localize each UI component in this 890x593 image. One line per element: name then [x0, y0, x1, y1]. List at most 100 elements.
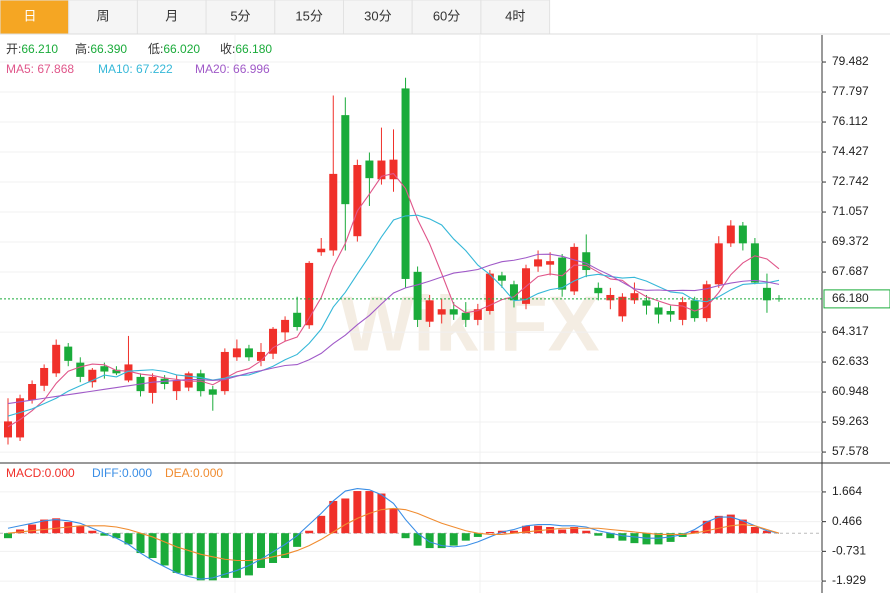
macd-line [7, 507, 780, 562]
tab-label[interactable]: 60分 [433, 8, 460, 23]
candle-body [76, 362, 85, 377]
y-tick-label: 60.948 [832, 384, 869, 398]
macd-bar [666, 533, 675, 542]
y-tick-label: 1.664 [832, 484, 862, 498]
candle-body [762, 287, 771, 301]
candle-body [485, 273, 494, 312]
tab-label[interactable]: 月 [165, 8, 178, 23]
candle-body [654, 307, 663, 315]
macd-bar [244, 533, 253, 576]
candle-body [377, 160, 386, 180]
tab-label[interactable]: 4时 [505, 8, 525, 23]
macd-bar [317, 515, 326, 534]
y-tick-label: 64.317 [832, 324, 869, 338]
macd-bar [365, 491, 374, 534]
macd-bar [88, 530, 97, 534]
tab-label[interactable]: 15分 [295, 8, 322, 23]
legend-entry: DIFF:0.000 [92, 466, 152, 480]
tab[interactable] [480, 0, 551, 35]
candle-body [534, 259, 543, 267]
candle-body [449, 309, 458, 315]
macd-bar [220, 533, 229, 578]
candle-body [40, 367, 49, 386]
macd-bar [196, 533, 205, 581]
y-tick-label: 74.427 [832, 144, 869, 158]
ohlc-value: 66.180 [235, 42, 272, 56]
macd-bar [522, 525, 531, 534]
tab-label[interactable]: 日 [23, 8, 36, 23]
tab-label[interactable]: 5分 [230, 8, 250, 23]
candle-body [305, 262, 314, 326]
macd-bar [389, 508, 398, 534]
y-tick-label: 77.797 [832, 84, 869, 98]
macd-line [7, 488, 780, 580]
macd-bar [305, 530, 314, 534]
tab[interactable] [136, 0, 207, 35]
candle-body [52, 344, 61, 374]
macd-bar [509, 530, 518, 534]
macd-bar [281, 533, 290, 559]
macd-bar [606, 533, 615, 539]
candle-body [413, 271, 422, 320]
candle-body [256, 351, 265, 361]
y-tick-label: -0.731 [832, 544, 866, 558]
macd-bar [582, 530, 591, 534]
candle-body [582, 252, 591, 271]
legend-entry: MA20: 66.996 [195, 62, 270, 76]
candle-body [269, 328, 278, 354]
macd-bar [558, 529, 567, 534]
y-tick-label: 59.263 [832, 414, 869, 428]
macd-bar [16, 529, 25, 534]
y-tick-label: 76.112 [832, 114, 868, 128]
ma-line [7, 253, 780, 405]
ma-line [7, 214, 780, 417]
macd-bar [293, 533, 302, 547]
macd-bar [546, 527, 555, 534]
ohlc-label: 收: [220, 42, 235, 56]
ohlc-label: 开: [6, 42, 21, 56]
candle-body [196, 373, 205, 392]
macd-bar [714, 515, 723, 534]
candle-body [317, 248, 326, 253]
legend-entry: MA5: 67.868 [6, 62, 74, 76]
y-tick-label: 69.372 [832, 234, 869, 248]
ma-line [7, 172, 780, 428]
macd-bar [570, 527, 579, 534]
macd-bar [678, 533, 687, 537]
candle-body [714, 243, 723, 285]
macd-bar [401, 533, 410, 539]
candle-body [148, 376, 157, 393]
macd-bar [124, 533, 133, 545]
candle-body [570, 246, 579, 292]
candle-body [365, 160, 374, 179]
candle-body [642, 300, 651, 306]
last-price-label: 66.180 [832, 291, 869, 305]
ohlc-label: 高: [75, 41, 90, 56]
candle-body [64, 346, 73, 361]
candle-body [690, 300, 699, 319]
macd-bar [642, 533, 651, 545]
tab[interactable] [0, 0, 70, 35]
macd-bar [160, 533, 169, 566]
candle-body [208, 389, 217, 395]
macd-bar [413, 533, 422, 546]
candle-body [244, 348, 253, 358]
candle-body [184, 373, 193, 388]
ohlc-label: 低: [148, 42, 163, 56]
y-tick-label: 72.742 [832, 174, 869, 188]
candle-body [353, 164, 362, 237]
tab[interactable] [274, 0, 344, 35]
macd-bar [100, 533, 109, 536]
plot-layer: 开:66.210 高:66.390 低:66.020 收:66.18079.48277… [0, 41, 890, 587]
y-tick-label: 62.633 [832, 354, 869, 368]
macd-bar [256, 533, 265, 568]
ohlc-info: 开:66.210 [6, 42, 58, 56]
tab-label[interactable]: 周 [97, 8, 110, 23]
candle-body [100, 366, 109, 372]
candle-body [16, 398, 25, 438]
macd-bar [473, 533, 482, 537]
tab-label[interactable]: 30分 [364, 8, 391, 23]
macd-bar [654, 533, 663, 545]
